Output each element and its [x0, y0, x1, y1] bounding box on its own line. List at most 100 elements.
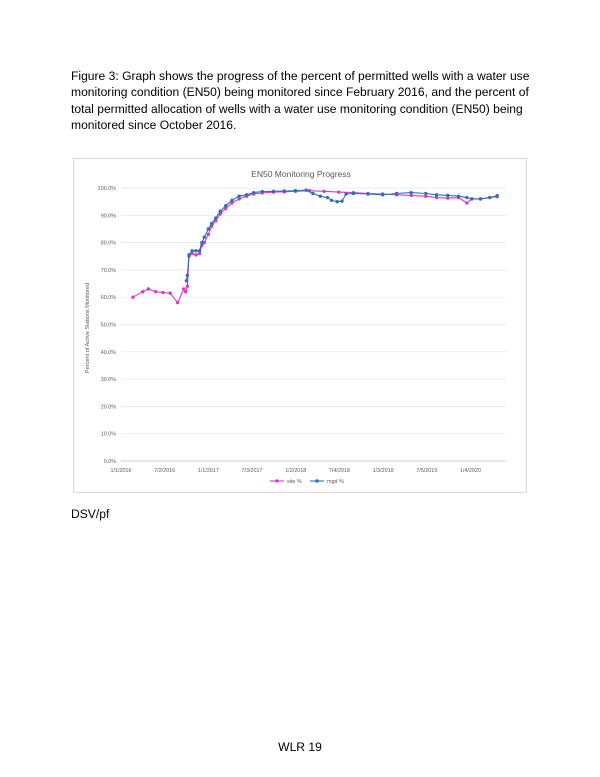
data-point-site	[336, 190, 341, 194]
chart-container: EN50 Monitoring Progress Percent of Acti…	[73, 158, 527, 493]
data-point-site	[424, 194, 428, 198]
y-tick-label: 10.0%	[101, 432, 116, 438]
data-point-mgd	[224, 204, 228, 208]
legend-label-site: site %	[287, 479, 302, 485]
data-point-mgd	[318, 194, 323, 198]
data-point-site	[465, 201, 469, 205]
data-point-mgd	[252, 190, 256, 195]
x-tick-label: 1/1/2016	[111, 468, 132, 474]
monitoring-progress-chart: EN50 Monitoring Progress Percent of Acti…	[85, 169, 506, 485]
y-tick-label: 0.0%	[104, 459, 116, 465]
data-point-mgd	[335, 199, 339, 204]
data-point-mgd	[465, 195, 469, 200]
data-point-site	[153, 290, 158, 294]
x-tick-label: 7/4/2018	[329, 468, 350, 474]
data-point-site	[446, 196, 450, 200]
y-tick-label: 70.0%	[101, 268, 116, 274]
data-point-site	[168, 291, 172, 295]
data-point-mgd	[244, 193, 249, 197]
y-tick-label: 60.0%	[101, 295, 116, 301]
data-point-mgd	[214, 216, 218, 220]
y-tick-label: 30.0%	[101, 377, 116, 383]
data-point-mgd	[187, 253, 191, 257]
data-point-mgd	[271, 189, 276, 193]
data-point-mgd	[190, 249, 194, 253]
y-axis-label: Percent of Active Stations Monitored	[85, 283, 91, 373]
data-point-mgd	[488, 195, 492, 200]
data-point-mgd	[470, 197, 474, 201]
data-point-site	[185, 284, 190, 288]
data-point-site	[434, 195, 439, 200]
data-point-mgd	[282, 189, 286, 193]
figure-caption: Figure 3: Graph shows the progress of th…	[71, 69, 530, 133]
data-point-mgd	[218, 209, 222, 213]
data-point-site	[197, 251, 202, 256]
data-point-site	[230, 201, 234, 205]
x-tick-label: 1/1/2017	[198, 468, 219, 474]
legend-label-mgd: mgd %	[327, 479, 344, 485]
data-point-mgd	[311, 191, 315, 196]
y-tick-label: 20.0%	[101, 404, 116, 410]
data-point-site	[161, 290, 165, 295]
data-point-mgd	[185, 273, 190, 278]
data-point-mgd	[340, 199, 344, 203]
x-tick-labels: 1/1/2016 7/2/2016 1/1/2017 7/3/2017 1/2/2018…	[111, 468, 481, 474]
data-point-mgd	[197, 249, 202, 253]
data-point-site	[206, 232, 211, 237]
x-tick-label: 7/3/2017	[242, 468, 263, 474]
y-tick-label: 40.0%	[101, 350, 116, 356]
data-point-mgd	[329, 198, 334, 202]
data-point-site	[175, 300, 180, 305]
data-point-mgd	[446, 193, 450, 198]
x-tick-label: 1/4/2020	[460, 468, 481, 474]
author-initials: DSV/pf	[71, 507, 110, 521]
y-tick-label: 90.0%	[101, 213, 116, 219]
data-point-mgd	[424, 191, 428, 196]
x-tick-label: 7/5/2019	[416, 468, 437, 474]
data-point-mgd	[456, 194, 461, 198]
series-layer	[131, 188, 499, 305]
data-point-mgd	[230, 198, 234, 202]
data-point-site	[146, 287, 151, 291]
page-footer: WLR 19	[278, 740, 322, 754]
y-tick-label: 100.0%	[98, 186, 116, 192]
data-point-site	[194, 253, 198, 257]
data-point-mgd	[237, 194, 241, 198]
data-point-mgd	[351, 191, 356, 196]
chart-title: EN50 Monitoring Progress	[251, 169, 351, 179]
data-point-site	[202, 240, 207, 245]
x-tick-label: 1/2/2018	[285, 468, 306, 474]
data-point-mgd	[304, 188, 308, 192]
data-point-mgd	[206, 227, 211, 231]
data-point-mgd	[495, 193, 499, 198]
legend-marker-mgd	[315, 479, 319, 483]
data-point-site	[409, 193, 413, 198]
y-tick-labels: 0.0% 10.0% 20.0% 30.0% 40.0% 50.0% 60.0% 70.0% 8…	[98, 186, 116, 465]
x-tick-label: 7/2/2016	[154, 468, 175, 474]
data-point-mgd	[202, 235, 207, 239]
data-point-site	[224, 206, 228, 211]
data-point-mgd	[210, 221, 214, 226]
data-point-mgd	[293, 189, 298, 193]
data-point-mgd	[184, 279, 189, 283]
data-point-site	[237, 197, 241, 201]
data-point-mgd	[394, 191, 399, 196]
chart-legend: site % mgd %	[270, 479, 344, 485]
data-point-mgd	[478, 197, 483, 201]
data-point-mgd	[409, 190, 413, 195]
data-point-site	[182, 287, 186, 291]
data-point-site	[322, 189, 326, 193]
data-point-mgd	[200, 240, 204, 245]
y-tick-label: 80.0%	[101, 241, 116, 247]
data-point-mgd	[380, 193, 385, 197]
data-point-site	[183, 290, 188, 294]
data-point-mgd	[434, 193, 439, 197]
x-tick-label: 1/3/2019	[373, 468, 394, 474]
legend-marker-site	[275, 479, 279, 483]
data-point-site	[131, 295, 135, 299]
data-point-mgd	[325, 195, 330, 200]
data-point-mgd	[260, 189, 265, 194]
data-point-mgd	[344, 192, 348, 196]
data-point-mgd	[366, 192, 370, 196]
data-point-site	[141, 290, 145, 294]
